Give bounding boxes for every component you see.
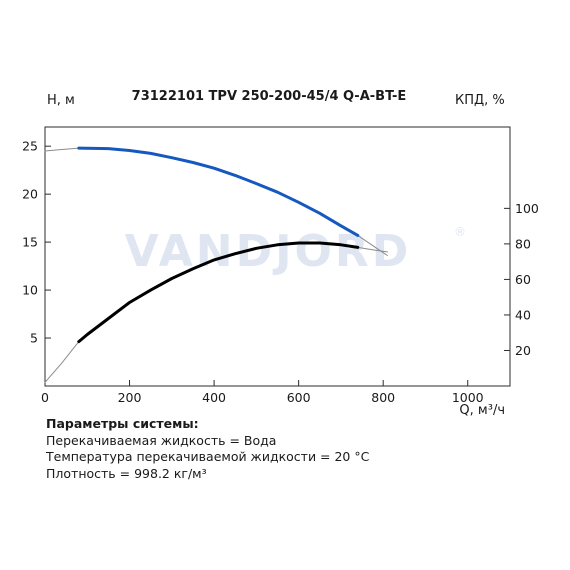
y-right-tick-label-20: 20: [515, 343, 531, 358]
y-left-tick-label-5: 5: [30, 331, 38, 346]
y-axis-right-label: КПД, %: [455, 93, 505, 108]
y-axis-left-label: H, м: [47, 93, 75, 108]
efficiency-curve-extension-high: [357, 246, 388, 253]
y-left-tick-label-20: 20: [22, 187, 38, 202]
x-tick-label-400: 400: [202, 390, 226, 405]
y-left-tick-label-10: 10: [22, 283, 38, 298]
parameters-title: Параметры системы:: [46, 416, 199, 431]
x-tick-label-800: 800: [371, 390, 395, 405]
y-right-tick-label-100: 100: [515, 201, 539, 216]
x-tick-label-1000: 1000: [452, 390, 484, 405]
head-curve: [77, 146, 360, 237]
watermark-registered-mark: ®: [454, 225, 466, 239]
y-left-tick-label-25: 25: [22, 139, 38, 154]
chart-title: 73122101 TPV 250-200-45/4 Q-A-BT-E: [132, 89, 407, 104]
system-parameters: Параметры системы: Перекачиваемая жидкос…: [46, 416, 369, 482]
plot-frame: [44, 126, 511, 387]
efficiency-curve-extension-low: [44, 341, 80, 383]
watermark: VANDJORD ®: [125, 225, 466, 277]
x-tick-label-600: 600: [287, 390, 311, 405]
x-tick-label-0: 0: [41, 390, 49, 405]
efficiency-curve: [77, 241, 360, 344]
x-axis-label: Q, м³/ч: [459, 403, 505, 418]
parameter-density: Плотность = 998.2 кг/м³: [46, 465, 207, 481]
watermark-text: VANDJORD: [125, 226, 412, 277]
parameter-temperature: Температура перекачиваемой жидкости = 20…: [46, 449, 370, 464]
y-right-tick-label-60: 60: [515, 272, 531, 287]
y-right-tick-label-80: 80: [515, 236, 531, 251]
y-right-tick-label-40: 40: [515, 307, 531, 322]
head-curve-extension-high: [357, 234, 388, 256]
y-left-tick-label-15: 15: [22, 235, 38, 250]
parameter-liquid: Перекачиваемая жидкость = Вода: [46, 432, 277, 448]
head-curve-extension-low: [44, 147, 80, 152]
x-tick-label-200: 200: [118, 390, 142, 405]
